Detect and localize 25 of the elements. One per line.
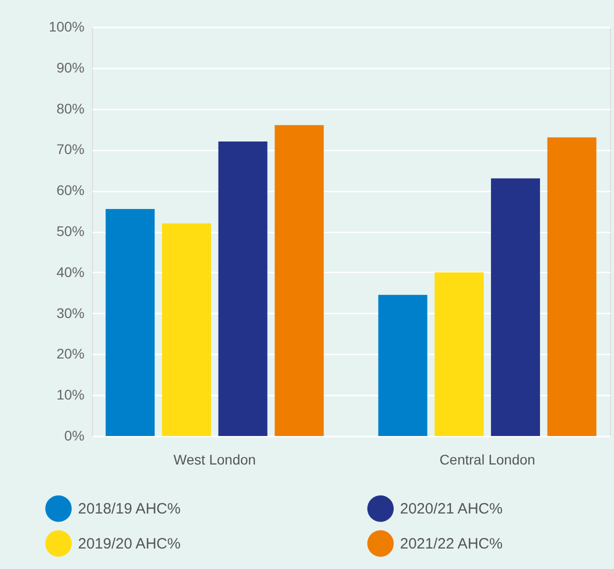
x-tick-label: Central London <box>439 452 536 468</box>
bar <box>378 294 428 436</box>
y-tick-label: 100% <box>48 18 84 34</box>
bar <box>274 125 324 436</box>
y-tick-label: 60% <box>56 182 84 198</box>
y-tick-label: 10% <box>56 386 84 403</box>
bar <box>434 272 484 436</box>
y-tick-label: 50% <box>56 223 84 239</box>
bar <box>547 137 596 436</box>
y-tick-label: 40% <box>56 264 84 280</box>
x-tick-label: West London <box>174 452 256 468</box>
bar <box>218 142 268 436</box>
legend-label: 2021/22 AHC% <box>400 536 503 552</box>
y-tick-label: 90% <box>56 59 84 76</box>
y-tick-label: 30% <box>56 304 84 321</box>
y-tick-label: 80% <box>56 100 84 116</box>
legend-label: 2020/21 AHC% <box>400 500 503 518</box>
bar <box>490 178 540 436</box>
legend-label: 2019/20 AHC% <box>78 536 181 552</box>
y-tick-label: 0% <box>64 428 84 444</box>
y-tick-label: 70% <box>56 141 84 158</box>
legend-label: 2018/19 AHC% <box>78 500 181 518</box>
bar <box>106 209 155 436</box>
y-tick-label: 20% <box>56 346 84 362</box>
bar <box>162 223 212 436</box>
